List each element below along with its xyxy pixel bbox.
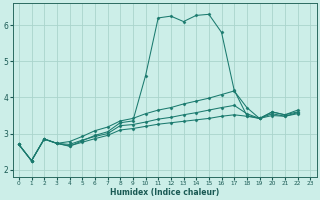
X-axis label: Humidex (Indice chaleur): Humidex (Indice chaleur) — [110, 188, 219, 197]
